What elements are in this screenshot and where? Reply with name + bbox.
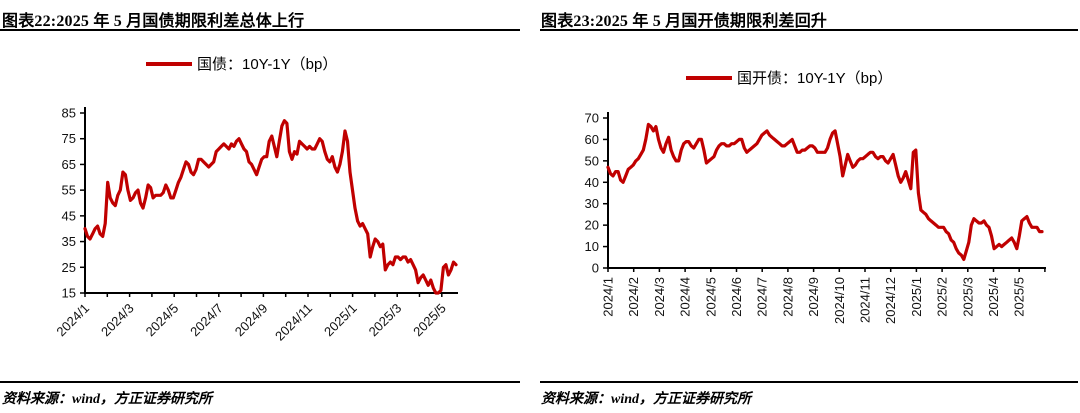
red-line-swatch-icon bbox=[686, 75, 732, 80]
y-tick-label: 60 bbox=[585, 132, 599, 147]
y-tick-label: 50 bbox=[585, 153, 599, 168]
x-tick-label: 2024/3 bbox=[98, 301, 137, 340]
x-tick-label: 2024/1 bbox=[601, 277, 616, 317]
x-tick-label: 2024/10 bbox=[832, 277, 847, 324]
x-tick-label: 2024/5 bbox=[703, 277, 718, 317]
x-tick-label: 2025/4 bbox=[986, 277, 1001, 317]
red-line-swatch-icon bbox=[146, 61, 192, 66]
x-tick-label: 2025/3 bbox=[366, 301, 405, 340]
x-tick-label: 2024/12 bbox=[883, 277, 898, 324]
figure23-title-rule bbox=[540, 29, 1078, 31]
figure23-legend-label: 国开债：10Y-1Y（bp） bbox=[737, 70, 893, 87]
y-tick-label: 10 bbox=[585, 239, 599, 254]
x-tick-label: 2024/7 bbox=[755, 277, 770, 317]
figure22-source: 资料来源：wind，方正证券研究所 bbox=[2, 392, 213, 407]
figure22-bottom-rule bbox=[0, 381, 520, 383]
x-tick-label: 2024/8 bbox=[780, 277, 795, 317]
y-tick-label: 35 bbox=[62, 234, 76, 249]
x-tick-label: 2024/4 bbox=[678, 277, 693, 317]
x-tick-label: 2024/1 bbox=[53, 301, 92, 340]
x-tick-label: 2024/5 bbox=[143, 301, 182, 340]
figure22-legend: 国债：10Y-1Y（bp） bbox=[146, 53, 337, 74]
y-tick-label: 65 bbox=[62, 157, 76, 172]
y-tick-label: 20 bbox=[585, 218, 599, 233]
y-tick-label: 55 bbox=[62, 183, 76, 198]
x-tick-label: 2025/1 bbox=[321, 301, 360, 340]
x-tick-label: 2025/5 bbox=[1012, 277, 1027, 317]
figure23-bottom-rule bbox=[540, 381, 1078, 383]
series-line bbox=[83, 119, 458, 295]
figure22-legend-label: 国债：10Y-1Y（bp） bbox=[197, 56, 338, 73]
figure23-source: 资料来源：wind，方正证券研究所 bbox=[541, 392, 752, 407]
x-tick-label: 2025/2 bbox=[935, 277, 950, 317]
y-tick-label: 0 bbox=[592, 261, 599, 276]
y-tick-label: 45 bbox=[62, 208, 76, 223]
figure22-title: 图表22:2025 年 5 月国债期限利差总体上行 bbox=[2, 13, 305, 30]
y-tick-label: 75 bbox=[62, 131, 76, 146]
x-tick-label: 2024/9 bbox=[232, 301, 271, 340]
y-tick-label: 70 bbox=[585, 111, 599, 126]
x-tick-label: 2024/7 bbox=[187, 301, 226, 340]
y-tick-label: 25 bbox=[62, 260, 76, 275]
x-tick-label: 2024/2 bbox=[626, 277, 641, 317]
series-line bbox=[606, 122, 1044, 261]
x-tick-label: 2024/6 bbox=[729, 277, 744, 317]
x-tick-label: 2024/9 bbox=[806, 277, 821, 317]
y-tick-label: 85 bbox=[62, 106, 76, 121]
x-tick-label: 2024/11 bbox=[858, 277, 873, 323]
y-tick-label: 15 bbox=[62, 286, 76, 301]
figure22-title-rule bbox=[0, 29, 520, 31]
x-tick-label: 2025/3 bbox=[960, 277, 975, 317]
x-tick-label: 2025/5 bbox=[410, 301, 449, 340]
x-tick-label: 2024/3 bbox=[652, 277, 667, 317]
y-tick-label: 40 bbox=[585, 175, 599, 190]
figure23-legend: 国开债：10Y-1Y（bp） bbox=[686, 67, 892, 88]
x-tick-label: 2024/11 bbox=[272, 301, 315, 344]
figure23-title: 图表23:2025 年 5 月国开债期限利差回升 bbox=[541, 13, 828, 30]
y-tick-label: 30 bbox=[585, 196, 599, 211]
x-tick-label: 2025/1 bbox=[909, 277, 924, 317]
